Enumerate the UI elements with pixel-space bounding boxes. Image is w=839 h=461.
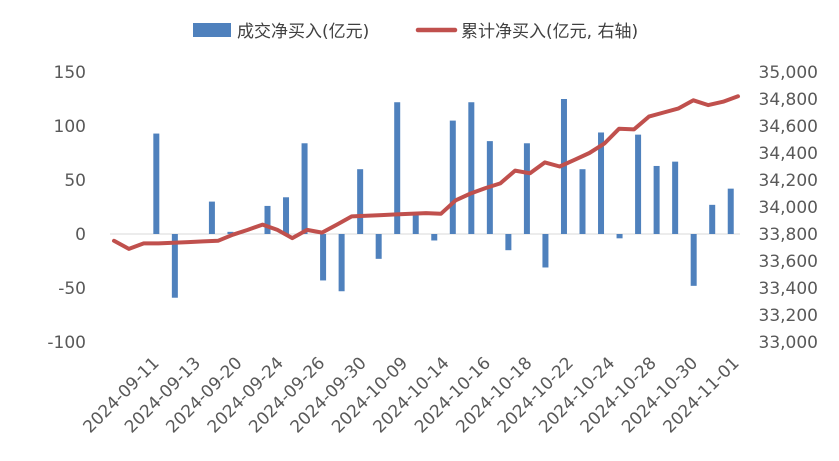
right-tick-label: 35,000: [759, 63, 818, 83]
bar: [208, 201, 215, 234]
legend: 成交净买入(亿元) 累计净买入(亿元, 右轴): [193, 22, 638, 42]
right-tick-label: 33,400: [759, 279, 818, 299]
bar: [505, 234, 512, 251]
bar: [598, 132, 605, 234]
bar: [727, 188, 734, 234]
bar: [468, 102, 475, 235]
right-tick-label: 33,200: [759, 306, 818, 326]
line-series: [112, 94, 740, 251]
bar: [635, 134, 642, 234]
left-axis-ticks: -100 -50 0 50 100 150: [47, 63, 86, 353]
right-tick-label: 34,600: [759, 117, 818, 137]
right-tick-label: 33,000: [759, 333, 818, 353]
bar: [153, 133, 160, 234]
right-tick-label: 34,400: [759, 144, 818, 164]
bar: [338, 234, 345, 292]
left-tick-label: -100: [47, 333, 86, 353]
bar: [672, 161, 679, 234]
bar: [579, 169, 586, 234]
x-axis-ticks: 2024-09-112024-09-132024-09-202024-09-24…: [80, 353, 744, 437]
bar: [375, 234, 382, 259]
bar: [320, 234, 327, 281]
bar: [412, 214, 419, 234]
cumulative-line: [112, 94, 740, 251]
bar: [709, 204, 716, 234]
left-tick-label: 0: [75, 225, 86, 245]
right-axis-ticks: 33,000 33,200 33,400 33,600 33,800 34,000 34,2…: [759, 63, 818, 353]
right-tick-label: 34,800: [759, 90, 818, 110]
bar: [171, 234, 178, 298]
legend-bar-swatch: [193, 23, 231, 37]
bar: [283, 197, 290, 234]
bar: [301, 143, 308, 234]
left-tick-label: 150: [54, 63, 86, 83]
bar: [616, 234, 623, 239]
left-tick-label: -50: [58, 279, 86, 299]
bar: [227, 231, 234, 234]
bar: [449, 120, 456, 234]
bar: [357, 169, 364, 234]
legend-bar-label: 成交净买入(亿元): [237, 22, 369, 42]
bar: [394, 102, 401, 235]
right-tick-label: 33,600: [759, 252, 818, 272]
left-tick-label: 50: [64, 171, 86, 191]
left-tick-label: 100: [54, 117, 86, 137]
legend-line-label: 累计净买入(亿元, 右轴): [461, 22, 638, 42]
bar: [431, 234, 438, 241]
right-tick-label: 34,200: [759, 171, 818, 191]
bar: [264, 205, 271, 234]
bar: [523, 143, 530, 234]
bar: [653, 165, 660, 234]
bar-series: [153, 99, 734, 298]
right-tick-label: 34,000: [759, 198, 818, 218]
bar: [690, 234, 697, 286]
bar: [542, 234, 549, 268]
right-tick-label: 33,800: [759, 225, 818, 245]
